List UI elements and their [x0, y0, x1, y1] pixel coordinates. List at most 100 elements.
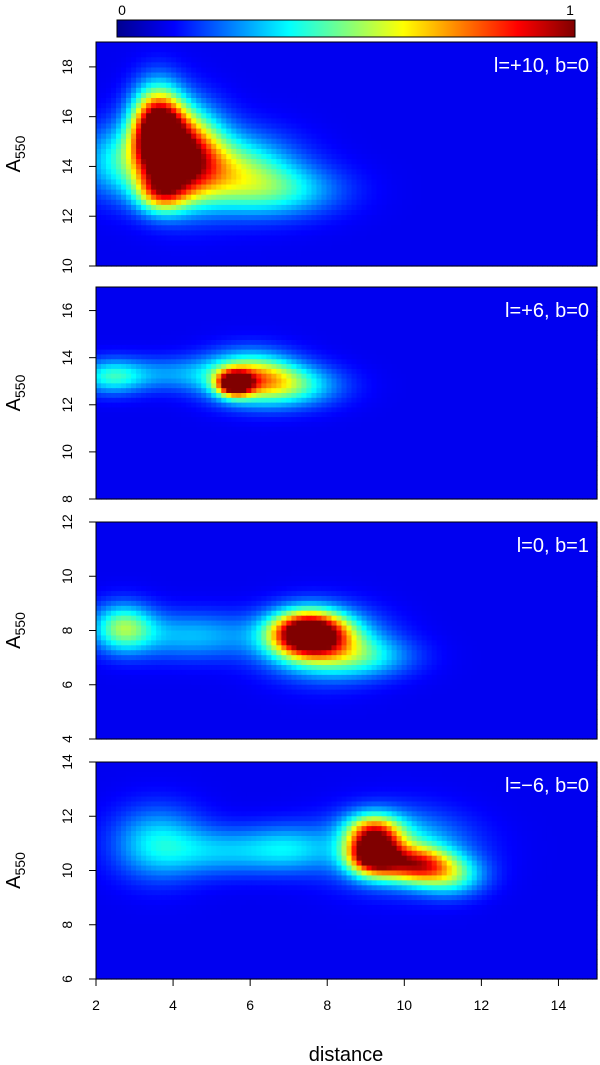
heatmap-cell [131, 149, 137, 155]
heatmap-cell [241, 235, 247, 241]
heatmap-cell [417, 52, 423, 58]
heatmap-cell [221, 251, 227, 257]
heatmap-cell [352, 108, 358, 114]
heatmap-cell [201, 57, 207, 63]
heatmap-cell [402, 83, 408, 89]
heatmap-cell [136, 195, 142, 201]
heatmap-cell [106, 241, 112, 247]
heatmap-cell [136, 301, 142, 306]
heatmap-cell [382, 52, 388, 58]
heatmap-cell [176, 103, 182, 109]
heatmap-cell [181, 179, 187, 185]
heatmap-cell [236, 215, 242, 221]
heatmap-cell [547, 118, 553, 124]
heatmap-cell [552, 42, 558, 48]
heatmap-cell [502, 241, 508, 247]
heatmap-cell [397, 169, 403, 175]
heatmap-cell [106, 246, 112, 252]
heatmap-cell [321, 205, 327, 211]
heatmap-cell [487, 210, 493, 216]
heatmap-cell [392, 311, 398, 316]
heatmap-cell [326, 297, 332, 302]
heatmap-cell [331, 225, 337, 231]
heatmap-cell [246, 190, 252, 196]
heatmap-cell [432, 123, 438, 129]
heatmap-cell [236, 57, 242, 63]
heatmap-cell [281, 42, 287, 48]
heatmap-cell [171, 129, 177, 135]
heatmap-cell [522, 88, 528, 94]
heatmap-cell [372, 185, 378, 191]
heatmap-cell [96, 241, 102, 247]
heatmap-cell [367, 83, 373, 89]
heatmap-cell [316, 159, 322, 165]
heatmap-cell [522, 78, 528, 84]
heatmap-cell [251, 154, 257, 160]
heatmap-cell [276, 220, 282, 226]
heatmap-cell [392, 73, 398, 79]
heatmap-cell [336, 139, 342, 145]
heatmap-cell [206, 210, 212, 216]
heatmap-cell [457, 251, 463, 257]
heatmap-cell [256, 83, 262, 89]
heatmap-cell [547, 149, 553, 155]
heatmap-cell [527, 190, 533, 196]
heatmap-cell [296, 164, 302, 170]
heatmap-cell [517, 149, 523, 155]
heatmap-cell [161, 200, 167, 206]
heatmap-cell [331, 164, 337, 170]
heatmap-cell [462, 169, 468, 175]
heatmap-cell [231, 129, 237, 135]
heatmap-cell [136, 185, 142, 191]
heatmap-cell [226, 42, 232, 48]
heatmap-cell [291, 246, 297, 252]
heatmap-cell [216, 78, 222, 84]
heatmap-cell [397, 57, 403, 63]
heatmap-cell [442, 73, 448, 79]
heatmap-cell [286, 306, 292, 311]
heatmap-cell [532, 256, 538, 262]
heatmap-cell [231, 190, 237, 196]
heatmap-cell [372, 144, 378, 150]
heatmap-cell [587, 103, 593, 109]
heatmap-cell [372, 62, 378, 68]
heatmap-cell [231, 215, 237, 221]
heatmap-cell [276, 241, 282, 247]
heatmap-cell [96, 306, 102, 311]
heatmap-cell [221, 306, 227, 311]
heatmap-cell [427, 205, 433, 211]
heatmap-cell [457, 306, 463, 311]
heatmap-cell [387, 62, 393, 68]
heatmap-cell [201, 230, 207, 236]
heatmap-cell [552, 215, 558, 221]
heatmap-cell [156, 73, 162, 79]
heatmap-cell [141, 220, 147, 226]
heatmap-cell [156, 164, 162, 170]
heatmap-cell [457, 159, 463, 165]
heatmap-cell [146, 103, 152, 109]
heatmap-cell [507, 200, 513, 206]
heatmap-cell [106, 123, 112, 129]
heatmap-cell [532, 195, 538, 201]
heatmap-cell [141, 98, 147, 104]
heatmap-cell [116, 62, 122, 68]
heatmap-cell [336, 256, 342, 262]
heatmap-cell [582, 118, 588, 124]
heatmap-cell [472, 83, 478, 89]
heatmap-cell [301, 62, 307, 68]
heatmap-cell [191, 83, 197, 89]
heatmap-cell [447, 57, 453, 63]
heatmap-cell [537, 292, 543, 297]
heatmap-cell [211, 83, 217, 89]
heatmap-cell [547, 235, 553, 241]
heatmap-cell [201, 195, 207, 201]
heatmap-cell [121, 185, 127, 191]
heatmap-cell [296, 220, 302, 226]
heatmap-cell [311, 149, 317, 155]
heatmap-cell [251, 159, 257, 165]
heatmap-panel: 1012141618A550l=+10, b=0 [3, 42, 598, 274]
heatmap-cell [131, 190, 137, 196]
heatmap-cell [226, 144, 232, 150]
heatmap-cell [271, 235, 277, 241]
heatmap-cell [352, 67, 358, 73]
